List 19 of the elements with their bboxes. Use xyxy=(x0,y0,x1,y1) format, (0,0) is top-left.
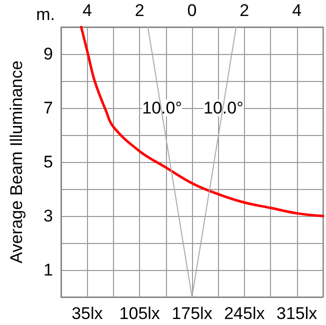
x-tick-label: 35lx xyxy=(72,304,104,323)
x2-axis-title: m. xyxy=(36,5,55,24)
x-tick-label: 175lx xyxy=(172,304,213,323)
x2-tick-label: 0 xyxy=(187,1,197,20)
x2-tick-label: 2 xyxy=(134,1,144,20)
annotation: 10.0° xyxy=(142,98,182,118)
y-tick-label: 3 xyxy=(44,206,53,226)
y-tick-label: 7 xyxy=(44,98,53,118)
y-axis-title: Average Beam Illuminance xyxy=(7,60,26,264)
x2-tick-label: 4 xyxy=(82,1,92,20)
y-tick-label: 1 xyxy=(44,260,53,280)
y-tick-label: 9 xyxy=(44,44,53,64)
y-tick-label: 5 xyxy=(44,152,53,172)
x-tick-label: 105lx xyxy=(119,304,160,323)
annotation: 10.0° xyxy=(203,98,244,118)
x2-tick-label: 2 xyxy=(240,1,250,20)
x2-tick-label: 4 xyxy=(292,1,302,20)
x-tick-label: 245lx xyxy=(224,304,266,323)
x-tick-label: 315lx xyxy=(276,304,318,323)
